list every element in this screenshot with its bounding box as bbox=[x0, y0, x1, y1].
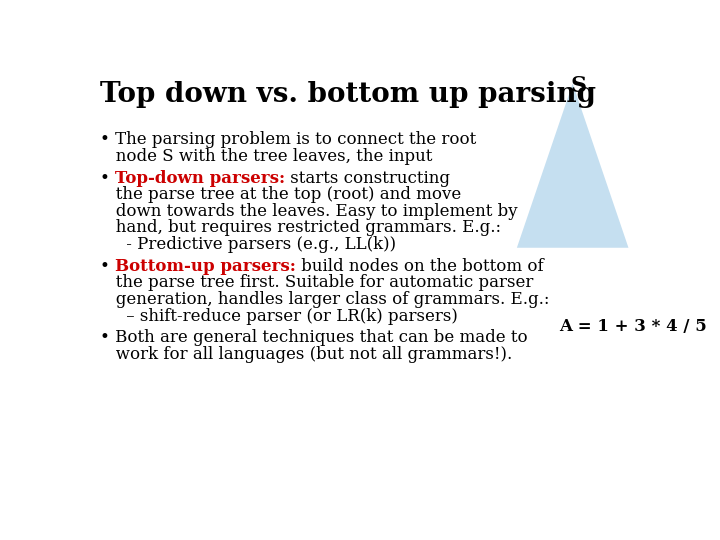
Text: work for all languages (but not all grammars!).: work for all languages (but not all gram… bbox=[100, 346, 513, 363]
Text: – shift-reduce parser (or LR(k) parsers): – shift-reduce parser (or LR(k) parsers) bbox=[100, 308, 458, 325]
Text: •: • bbox=[100, 170, 115, 187]
Text: •: • bbox=[100, 258, 115, 275]
Text: Top-down parsers:: Top-down parsers: bbox=[115, 170, 285, 187]
Text: S: S bbox=[570, 75, 586, 97]
Text: A = 1 + 3 * 4 / 5: A = 1 + 3 * 4 / 5 bbox=[559, 319, 706, 335]
Text: the parse tree first. Suitable for automatic parser: the parse tree first. Suitable for autom… bbox=[100, 274, 534, 292]
Text: Top down vs. bottom up parsing: Top down vs. bottom up parsing bbox=[100, 82, 596, 109]
Text: - Predictive parsers (e.g., LL(k)): - Predictive parsers (e.g., LL(k)) bbox=[100, 236, 396, 253]
Text: • The parsing problem is to connect the root: • The parsing problem is to connect the … bbox=[100, 131, 477, 148]
Text: build nodes on the bottom of: build nodes on the bottom of bbox=[296, 258, 544, 275]
Text: generation, handles larger class of grammars. E.g.:: generation, handles larger class of gram… bbox=[100, 291, 549, 308]
Text: node S with the tree leaves, the input: node S with the tree leaves, the input bbox=[100, 148, 433, 165]
Polygon shape bbox=[517, 84, 629, 248]
Text: starts constructing: starts constructing bbox=[285, 170, 450, 187]
Text: • Both are general techniques that can be made to: • Both are general techniques that can b… bbox=[100, 329, 528, 346]
Text: down towards the leaves. Easy to implement by: down towards the leaves. Easy to impleme… bbox=[100, 203, 518, 220]
Text: hand, but requires restricted grammars. E.g.:: hand, but requires restricted grammars. … bbox=[100, 219, 501, 237]
Text: Bottom-up parsers:: Bottom-up parsers: bbox=[115, 258, 296, 275]
Text: the parse tree at the top (root) and move: the parse tree at the top (root) and mov… bbox=[100, 186, 462, 203]
